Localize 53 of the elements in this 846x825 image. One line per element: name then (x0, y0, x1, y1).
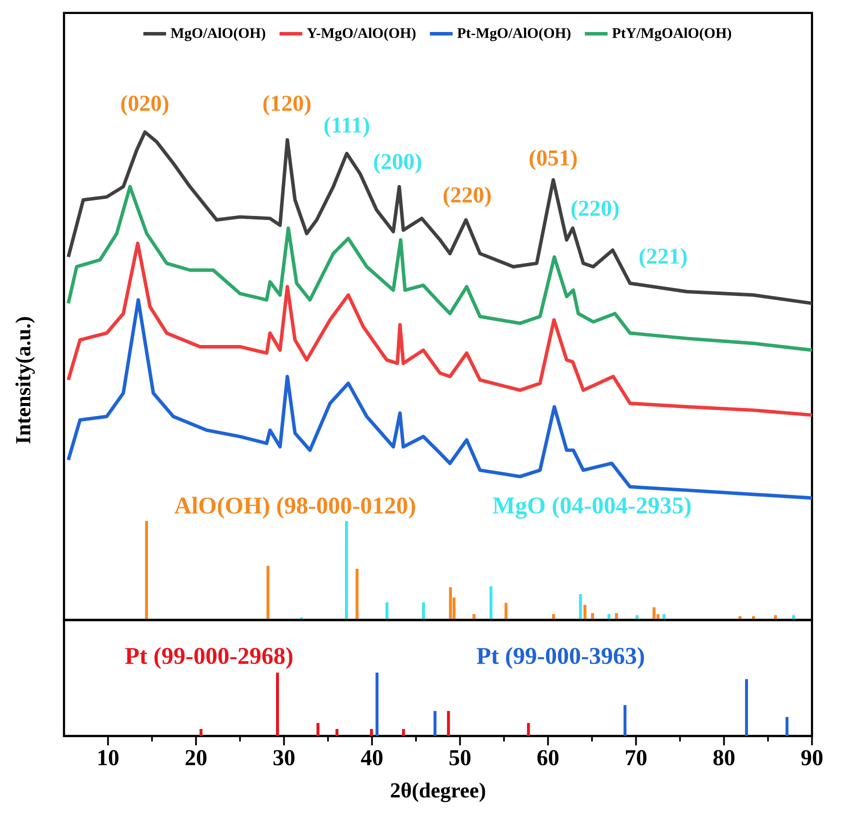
y-axis-title: Intensity(a.u.) (15, 317, 35, 444)
bar (345, 520, 348, 620)
legend-label: PtY/MgOAlO(OH) (612, 28, 732, 42)
series-label: Pt (99-000-3963) (476, 647, 644, 669)
bar (449, 587, 452, 620)
bar (490, 586, 492, 620)
annotation: (111) (324, 116, 370, 138)
annotation: (200) (374, 153, 422, 174)
bar (370, 729, 373, 736)
x-tick-label: 20 (186, 750, 206, 766)
bar (385, 602, 388, 620)
x-tick-label: 80 (713, 750, 734, 766)
text: (120) (263, 94, 310, 116)
legend-label: Pt-MgO/AlO(OH) (457, 28, 570, 42)
bar (336, 729, 338, 736)
bar (624, 705, 626, 736)
bar (376, 672, 378, 736)
text: (020) (121, 94, 168, 116)
series-label: AlO(OH) (98-000-0120) (174, 496, 416, 519)
bar (434, 711, 436, 736)
annotation: (051) (530, 150, 577, 170)
bar (316, 723, 320, 736)
bar (745, 679, 748, 736)
bar (145, 520, 148, 620)
bar (422, 602, 425, 620)
x-tick-label: 90 (801, 750, 822, 766)
bar (356, 568, 359, 620)
x-tick-label: 70 (626, 750, 646, 766)
bar (276, 672, 279, 736)
bar (652, 607, 656, 620)
bar (614, 613, 618, 620)
x-axis-title: 2θ(degree) (390, 782, 486, 802)
bar (402, 729, 405, 736)
annotation: (220) (572, 200, 619, 221)
series-label: Pt (99-000-2968) (125, 647, 292, 669)
x-tick-label: 30 (274, 750, 294, 766)
x-tick-label: 60 (537, 750, 558, 766)
bar (583, 604, 586, 620)
x-tick-label: 10 (98, 750, 118, 766)
bar (579, 594, 582, 620)
bar (266, 566, 270, 620)
bar (447, 711, 450, 736)
bar (200, 729, 202, 736)
annotation: (220) (444, 186, 491, 208)
text: MgO (04-004-2935) (492, 496, 691, 519)
x-tick-label: 50 (450, 750, 470, 766)
bar (786, 717, 788, 736)
bar (591, 613, 594, 620)
bar (504, 602, 508, 620)
legend-label: Y-MgO/AlO(OH) (306, 28, 416, 42)
legend-label: MgO/AlO(OH) (170, 28, 266, 42)
x-tick-label: 40 (360, 750, 382, 766)
annotation: (221) (640, 248, 687, 269)
